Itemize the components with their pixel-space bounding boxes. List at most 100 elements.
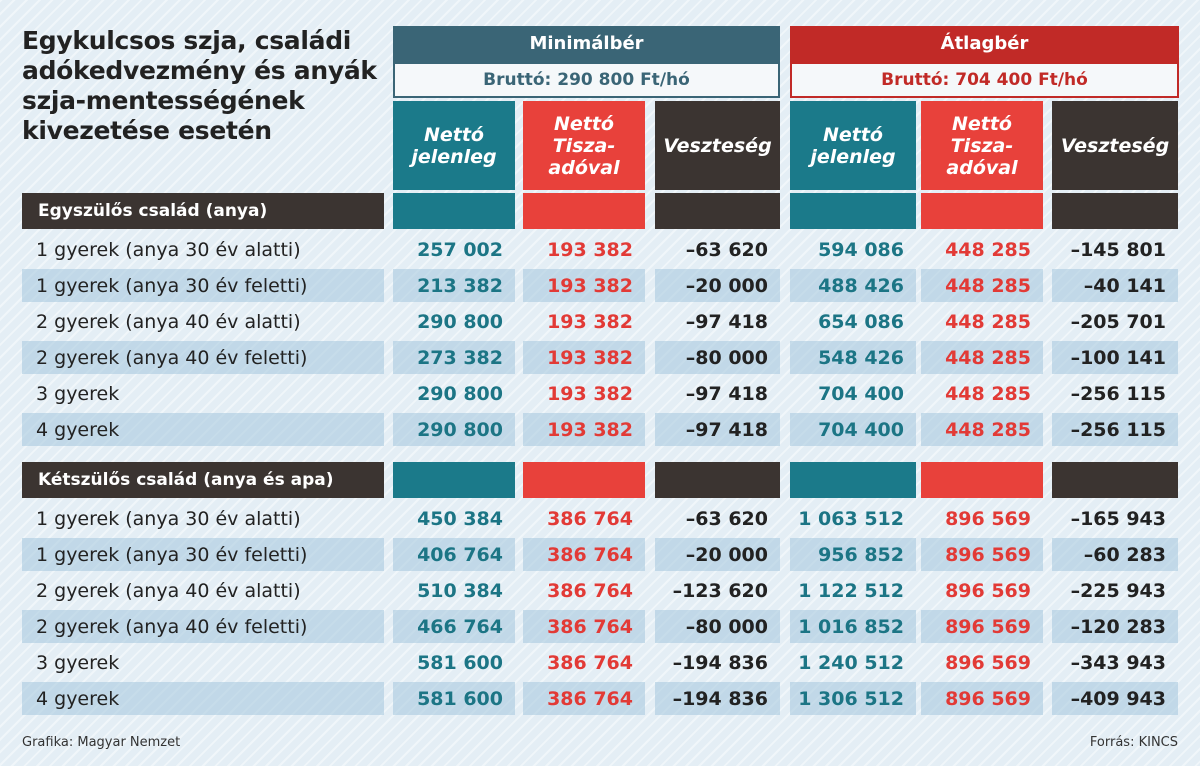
row-band <box>921 538 1043 571</box>
table-cell: 704 400 <box>818 383 904 405</box>
row-band <box>1052 413 1178 446</box>
table-cell: 193 382 <box>547 275 633 297</box>
row-band <box>921 413 1043 446</box>
table-cell: –63 620 <box>685 239 768 261</box>
table-cell: –256 115 <box>1070 419 1166 441</box>
row-band <box>22 269 384 302</box>
table-cell: –97 418 <box>685 419 768 441</box>
table-cell: –97 418 <box>685 383 768 405</box>
column-header-minimalber-0: Nettó jelenleg <box>393 101 515 190</box>
table-cell: 290 800 <box>417 383 503 405</box>
table-cell: –123 620 <box>672 580 768 602</box>
table-cell: –20 000 <box>685 275 768 297</box>
section-color-bar <box>921 193 1043 229</box>
row-band <box>655 682 780 715</box>
table-cell: 1 240 512 <box>798 652 904 674</box>
table-cell: –120 283 <box>1070 616 1166 638</box>
row-label: 1 gyerek (anya 30 év alatti) <box>36 508 301 530</box>
row-band <box>655 538 780 571</box>
table-cell: –97 418 <box>685 311 768 333</box>
row-label: 2 gyerek (anya 40 év feletti) <box>36 347 308 369</box>
table-cell: 956 852 <box>818 544 904 566</box>
row-band <box>790 341 916 374</box>
table-cell: 548 426 <box>818 347 904 369</box>
table-cell: 406 764 <box>417 544 503 566</box>
row-band <box>22 413 384 446</box>
table-cell: 1 306 512 <box>798 688 904 710</box>
table-cell: 213 382 <box>417 275 503 297</box>
group-header-atlagber: Átlagbér <box>790 26 1179 62</box>
table-cell: –63 620 <box>685 508 768 530</box>
section-color-bar <box>655 193 780 229</box>
row-band <box>790 610 916 643</box>
table-cell: 448 285 <box>945 275 1031 297</box>
table-cell: 386 764 <box>547 652 633 674</box>
table-cell: 450 384 <box>417 508 503 530</box>
table-cell: 581 600 <box>417 688 503 710</box>
group-brutto-atlagber: Bruttó: 704 400 Ft/hó <box>790 62 1179 98</box>
row-label: 3 gyerek <box>36 383 120 405</box>
row-band <box>1052 610 1178 643</box>
row-band <box>523 413 645 446</box>
row-label: 3 gyerek <box>36 652 120 674</box>
table-cell: 594 086 <box>818 239 904 261</box>
row-band <box>921 682 1043 715</box>
table-cell: 290 800 <box>417 311 503 333</box>
row-band <box>921 610 1043 643</box>
row-label: 1 gyerek (anya 30 év feletti) <box>36 544 308 566</box>
row-label: 2 gyerek (anya 40 év feletti) <box>36 616 308 638</box>
section-color-bar <box>1052 462 1178 498</box>
table-cell: 896 569 <box>945 580 1031 602</box>
table-cell: 193 382 <box>547 347 633 369</box>
table-cell: 386 764 <box>547 616 633 638</box>
column-header-atlagber-2: Veszteség <box>1052 101 1178 190</box>
section-color-bar <box>393 193 515 229</box>
table-cell: 257 002 <box>417 239 503 261</box>
section-color-bar <box>1052 193 1178 229</box>
row-band <box>523 538 645 571</box>
table-cell: –256 115 <box>1070 383 1166 405</box>
table-cell: –194 836 <box>672 652 768 674</box>
table-cell: 896 569 <box>945 508 1031 530</box>
row-band <box>1052 682 1178 715</box>
group-brutto-minimalber: Bruttó: 290 800 Ft/hó <box>393 62 780 98</box>
row-band <box>1052 341 1178 374</box>
table-cell: 1 122 512 <box>798 580 904 602</box>
row-band <box>1052 538 1178 571</box>
table-cell: 448 285 <box>945 419 1031 441</box>
row-band <box>22 341 384 374</box>
table-cell: 386 764 <box>547 580 633 602</box>
row-band <box>393 538 515 571</box>
table-cell: 448 285 <box>945 347 1031 369</box>
table-cell: –409 943 <box>1070 688 1166 710</box>
row-band <box>655 610 780 643</box>
table-cell: –343 943 <box>1070 652 1166 674</box>
section-label: Egyszülős család (anya) <box>22 193 384 229</box>
table-cell: 654 086 <box>818 311 904 333</box>
table-cell: –60 283 <box>1083 544 1166 566</box>
row-band <box>655 413 780 446</box>
row-band <box>1052 269 1178 302</box>
section-color-bar <box>523 193 645 229</box>
column-header-minimalber-2: Veszteség <box>655 101 780 190</box>
table-cell: –80 000 <box>685 616 768 638</box>
table-cell: 386 764 <box>547 508 633 530</box>
table-cell: 488 426 <box>818 275 904 297</box>
row-band <box>921 269 1043 302</box>
table-cell: 466 764 <box>417 616 503 638</box>
table-cell: 193 382 <box>547 383 633 405</box>
row-label: 1 gyerek (anya 30 év feletti) <box>36 275 308 297</box>
row-band <box>393 269 515 302</box>
table-cell: 581 600 <box>417 652 503 674</box>
row-band <box>393 682 515 715</box>
column-header-minimalber-1: Nettó Tisza-adóval <box>523 101 645 190</box>
section-label: Kétszülős család (anya és apa) <box>22 462 384 498</box>
footer-source: Forrás: KINCS <box>1089 735 1178 750</box>
footer-credit: Grafika: Magyar Nemzet <box>22 735 181 750</box>
table-cell: 896 569 <box>945 688 1031 710</box>
row-band <box>523 269 645 302</box>
group-header-minimalber: Minimálbér <box>393 26 780 62</box>
row-band <box>393 341 515 374</box>
table-cell: –20 000 <box>685 544 768 566</box>
section-color-bar <box>790 462 916 498</box>
